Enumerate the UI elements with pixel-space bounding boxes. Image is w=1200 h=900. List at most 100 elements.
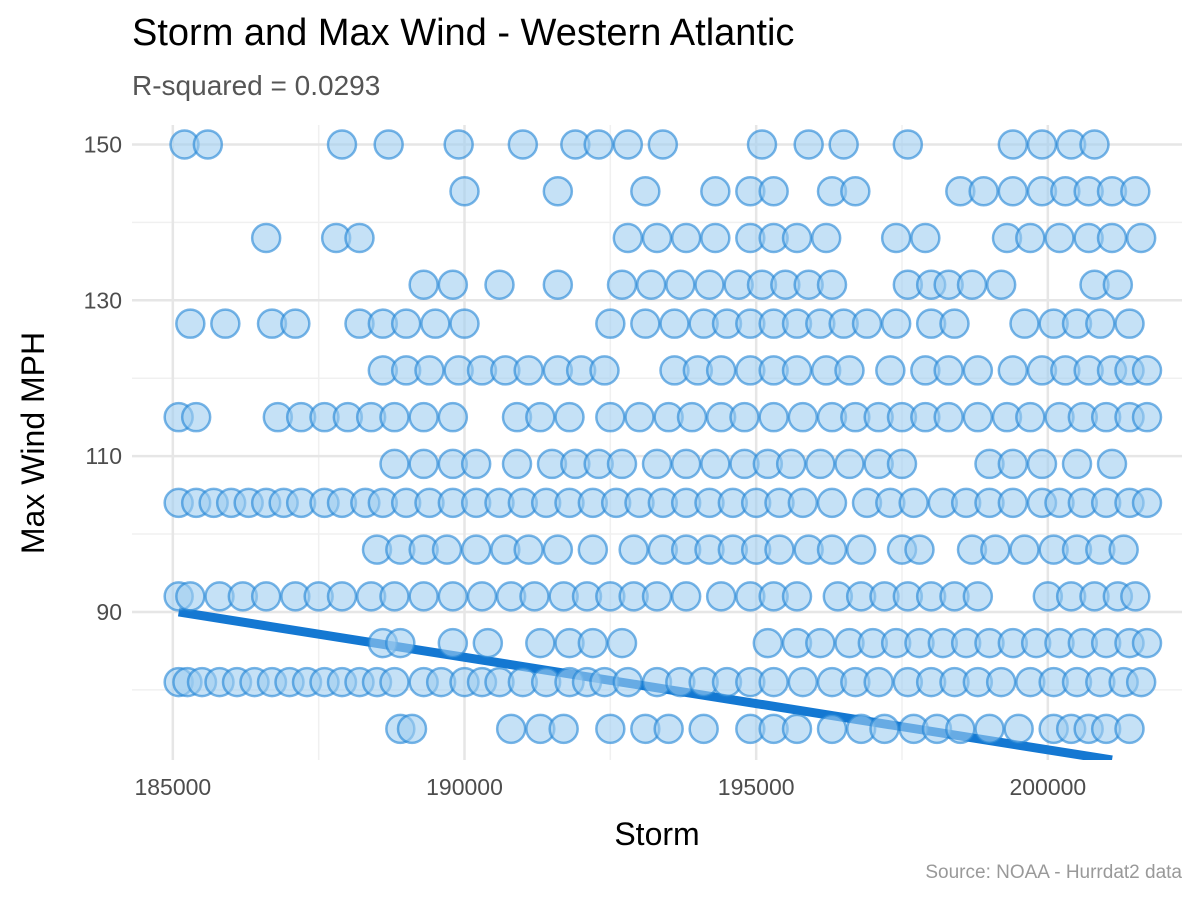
chart-caption: Source: NOAA - Hurrdat2 data (925, 862, 1182, 883)
data-point (1125, 222, 1157, 254)
data-point (1061, 448, 1093, 480)
data-point (700, 175, 731, 207)
data-point (1096, 448, 1128, 480)
data-point (379, 448, 410, 480)
data-point (787, 487, 819, 519)
data-point (985, 269, 1017, 300)
data-point (840, 175, 871, 207)
data-point (175, 308, 206, 339)
data-point (828, 129, 859, 160)
data-point (781, 355, 813, 386)
data-point (974, 713, 1005, 745)
data-point (1085, 308, 1116, 339)
data-point (869, 713, 900, 745)
data-point (437, 269, 469, 300)
data-point (997, 175, 1029, 207)
data-point (635, 269, 667, 300)
data-point (748, 92, 776, 120)
data-point (595, 401, 626, 433)
data-point (781, 713, 813, 745)
data-point (968, 175, 999, 207)
data-point (980, 534, 1011, 565)
data-point (519, 581, 550, 612)
data-point (729, 401, 760, 433)
data-point (933, 355, 964, 386)
data-point (904, 534, 935, 565)
data-point (816, 269, 848, 300)
data-point (1040, 92, 1068, 120)
data-point (250, 581, 282, 612)
x-tick-label: 185000 (134, 774, 211, 800)
data-point (670, 222, 702, 254)
data-point (1131, 401, 1163, 433)
data-point (620, 92, 648, 120)
data-point (379, 401, 410, 433)
points-layer (163, 92, 1163, 745)
data-point (781, 222, 813, 254)
data-point (962, 355, 994, 386)
data-point (577, 627, 609, 659)
data-point (653, 713, 684, 745)
data-point (484, 269, 515, 300)
data-point (816, 534, 848, 565)
y-axis-ticks: 90 110 130 150 (84, 131, 122, 624)
data-point (630, 308, 661, 339)
x-tick-label: 190000 (426, 774, 503, 800)
data-point (466, 581, 498, 612)
data-point (781, 581, 813, 612)
data-point (385, 627, 416, 659)
data-point (525, 401, 556, 433)
data-point (892, 129, 924, 160)
data-point (1009, 534, 1040, 565)
data-point (460, 448, 492, 480)
data-point (793, 129, 824, 160)
data-point (758, 666, 789, 698)
data-point (659, 308, 690, 339)
data-point (525, 627, 556, 659)
data-point (472, 627, 504, 659)
data-point (420, 308, 451, 339)
chart-title: Storm and Max Wind - Western Atlantic (132, 12, 795, 54)
data-point (583, 129, 614, 160)
data-point (676, 401, 708, 433)
data-point (554, 401, 585, 433)
data-point (834, 355, 865, 386)
data-point (851, 308, 883, 339)
data-point (641, 448, 673, 480)
data-point (641, 581, 673, 612)
data-point (542, 175, 574, 207)
data-point (192, 129, 224, 160)
data-point (513, 355, 544, 386)
data-point (830, 92, 858, 120)
data-point (758, 175, 789, 207)
data-point (1114, 308, 1145, 339)
data-point (694, 269, 725, 300)
data-point (816, 713, 848, 745)
data-point (670, 581, 702, 612)
data-point (1096, 222, 1128, 254)
data-point (700, 222, 731, 254)
data-point (665, 269, 696, 300)
data-point (997, 448, 1029, 480)
data-point (1009, 308, 1040, 339)
x-tick-label: 195000 (718, 774, 795, 800)
data-point (956, 269, 988, 300)
data-point (1015, 401, 1046, 433)
data-point (787, 401, 819, 433)
data-point (175, 581, 206, 612)
y-tick-label: 110 (85, 443, 122, 469)
x-tick-label: 200000 (1009, 774, 1086, 800)
data-point (863, 666, 894, 698)
data-point (408, 401, 439, 433)
data-point (1026, 129, 1058, 160)
data-point (326, 581, 358, 612)
data-point (997, 487, 1029, 519)
data-point (805, 627, 836, 659)
chart-subtitle: R-squared = 0.0293 (132, 70, 381, 101)
data-point (816, 487, 848, 519)
data-point (880, 308, 912, 339)
data-point (875, 355, 906, 386)
data-point (1079, 129, 1110, 160)
data-point (1120, 581, 1151, 612)
